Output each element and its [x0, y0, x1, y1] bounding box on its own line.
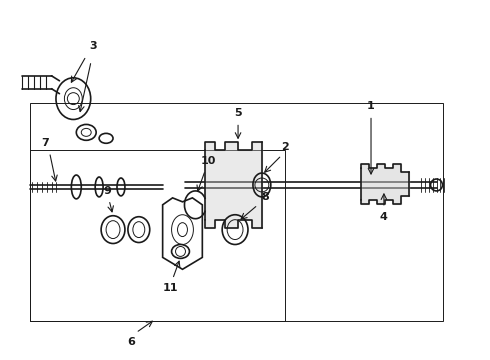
- Text: 1: 1: [367, 100, 375, 111]
- Text: 5: 5: [234, 108, 242, 118]
- Text: 3: 3: [89, 41, 97, 51]
- Text: 7: 7: [42, 138, 49, 148]
- Text: 6: 6: [127, 337, 135, 347]
- Text: 11: 11: [163, 283, 178, 293]
- Text: 10: 10: [200, 156, 216, 166]
- Text: 4: 4: [380, 212, 388, 222]
- Text: 8: 8: [261, 192, 269, 202]
- Text: 2: 2: [281, 142, 289, 152]
- Text: 9: 9: [103, 186, 111, 196]
